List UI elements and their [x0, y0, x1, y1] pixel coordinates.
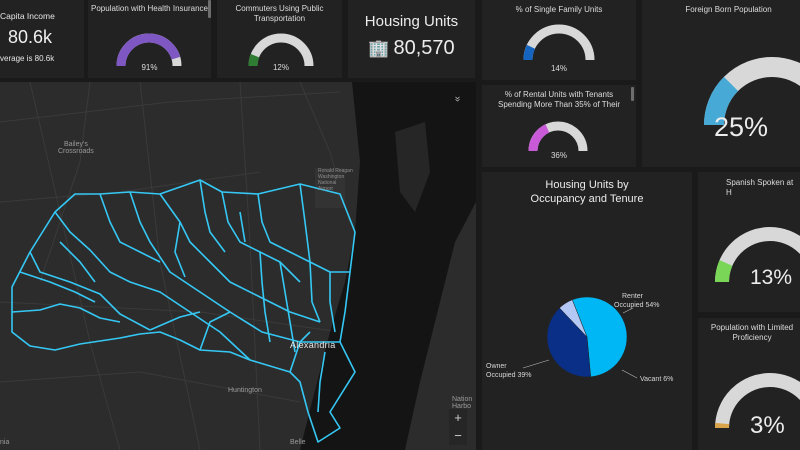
plus-icon: + [454, 410, 462, 425]
spanish-spoken-gauge [715, 227, 800, 283]
health-insurance-title: Population with Health Insurance [91, 4, 208, 13]
pie-leader-line [522, 359, 550, 369]
map-label-belle: Belle [290, 439, 306, 446]
minus-icon: − [454, 428, 462, 443]
per-capita-income-panel: Capita Income 80.6k verage is 80.6k [0, 0, 84, 78]
limited-english-panel: Population with Limited Proficiency 3% [698, 318, 800, 450]
map-view[interactable]: Bailey's Crossroads Alexandria Huntingto… [0, 82, 476, 450]
single-family-percent: 14% [550, 64, 567, 73]
public-transport-title: Commuters Using Public Transportation [235, 4, 324, 23]
rental-units-gauge [528, 121, 588, 152]
pie-leader-line [622, 307, 634, 314]
pie-slice-renter-occupied[interactable] [571, 296, 628, 378]
potomac-river [300, 82, 476, 450]
map-label-national-harbor: Nation Harbo [452, 396, 473, 410]
health-scrollbar[interactable] [208, 0, 211, 18]
public-transport-gauge [248, 33, 314, 67]
foreign-born-panel: Foreign Born Population 25% [642, 0, 800, 167]
spanish-spoken-title: Spanish Spoken at H [726, 178, 794, 197]
per-capita-subtitle: verage is 80.6k [0, 54, 55, 63]
health-insurance-panel: Population with Health Insurance 91% [88, 0, 211, 78]
foreign-born-title: Foreign Born Population [685, 5, 772, 14]
pie-slice-vacant[interactable] [559, 299, 588, 338]
housing-occupancy-panel: Housing Units by Occupancy and Tenure Re… [482, 172, 692, 450]
foreign-born-percent: 25% [713, 112, 769, 142]
collapse-button[interactable]: » [450, 92, 464, 106]
pie-slice-owner-occupied[interactable] [546, 307, 591, 378]
map-label-huntington: Huntington [228, 387, 262, 394]
health-insurance-percent: 91% [141, 63, 158, 72]
chevron-double-down-icon: » [452, 96, 463, 102]
map-label-alexandria: Alexandria [290, 340, 336, 350]
alexandria-boundary-outline [11, 179, 356, 443]
public-transport-percent: 12% [272, 63, 289, 72]
pie-title-line1: Housing Units by [545, 179, 629, 191]
health-insurance-gauge [116, 33, 182, 67]
rental-units-percent: 36% [550, 151, 567, 160]
rental-units-title: % of Rental Units with Tenants Spending … [497, 90, 620, 109]
rental-units-panel: % of Rental Units with Tenants Spending … [482, 85, 636, 167]
foreign-born-gauge [704, 57, 800, 126]
limited-english-percent: 3% [750, 412, 785, 439]
zoom-out-button[interactable]: − [449, 427, 467, 445]
per-capita-title: Capita Income [0, 11, 55, 21]
housing-units-title: Housing Units [364, 13, 459, 30]
pie-label-vacant: Vacant 6% [640, 376, 674, 383]
pie-label-owner: Owner Occupied 39% [486, 363, 532, 379]
pie-title: Housing Units by Occupancy and Tenure [482, 178, 692, 206]
single-family-panel: % of Single Family Units 14% [482, 0, 636, 80]
per-capita-value: 80.6k [8, 27, 53, 47]
limited-english-title: Population with Limited Proficiency [710, 323, 794, 342]
spanish-spoken-panel: Spanish Spoken at H 13% [698, 172, 800, 312]
spanish-spoken-percent: 13% [750, 266, 793, 289]
map-label-airport: Ronald Reagan Washington National Airpor… [318, 168, 353, 192]
pie-chart [522, 296, 638, 379]
housing-units-panel: Housing Units 🏢 80,570 [348, 0, 475, 78]
single-family-title: % of Single Family Units [515, 5, 603, 14]
public-transport-panel: Commuters Using Public Transportation 12… [217, 0, 342, 78]
rental-scrollbar[interactable] [631, 87, 634, 101]
map-label-baileys: Bailey's Crossroads [58, 141, 94, 155]
map-basemap [0, 82, 476, 450]
single-family-gauge [523, 24, 595, 61]
pie-leader-line [621, 369, 638, 379]
map-label-bottom-left: nia [0, 439, 10, 446]
zoom-in-button[interactable]: + [449, 409, 467, 427]
pie-label-renter: Renter Occupied 54% [614, 293, 660, 309]
housing-units-value: 80,570 [393, 37, 455, 59]
housing-units-value-row: 🏢 80,570 [348, 37, 475, 60]
limited-english-gauge [715, 373, 800, 429]
pie-title-line2: Occupancy and Tenure [530, 193, 644, 205]
building-icon: 🏢 [368, 39, 390, 58]
